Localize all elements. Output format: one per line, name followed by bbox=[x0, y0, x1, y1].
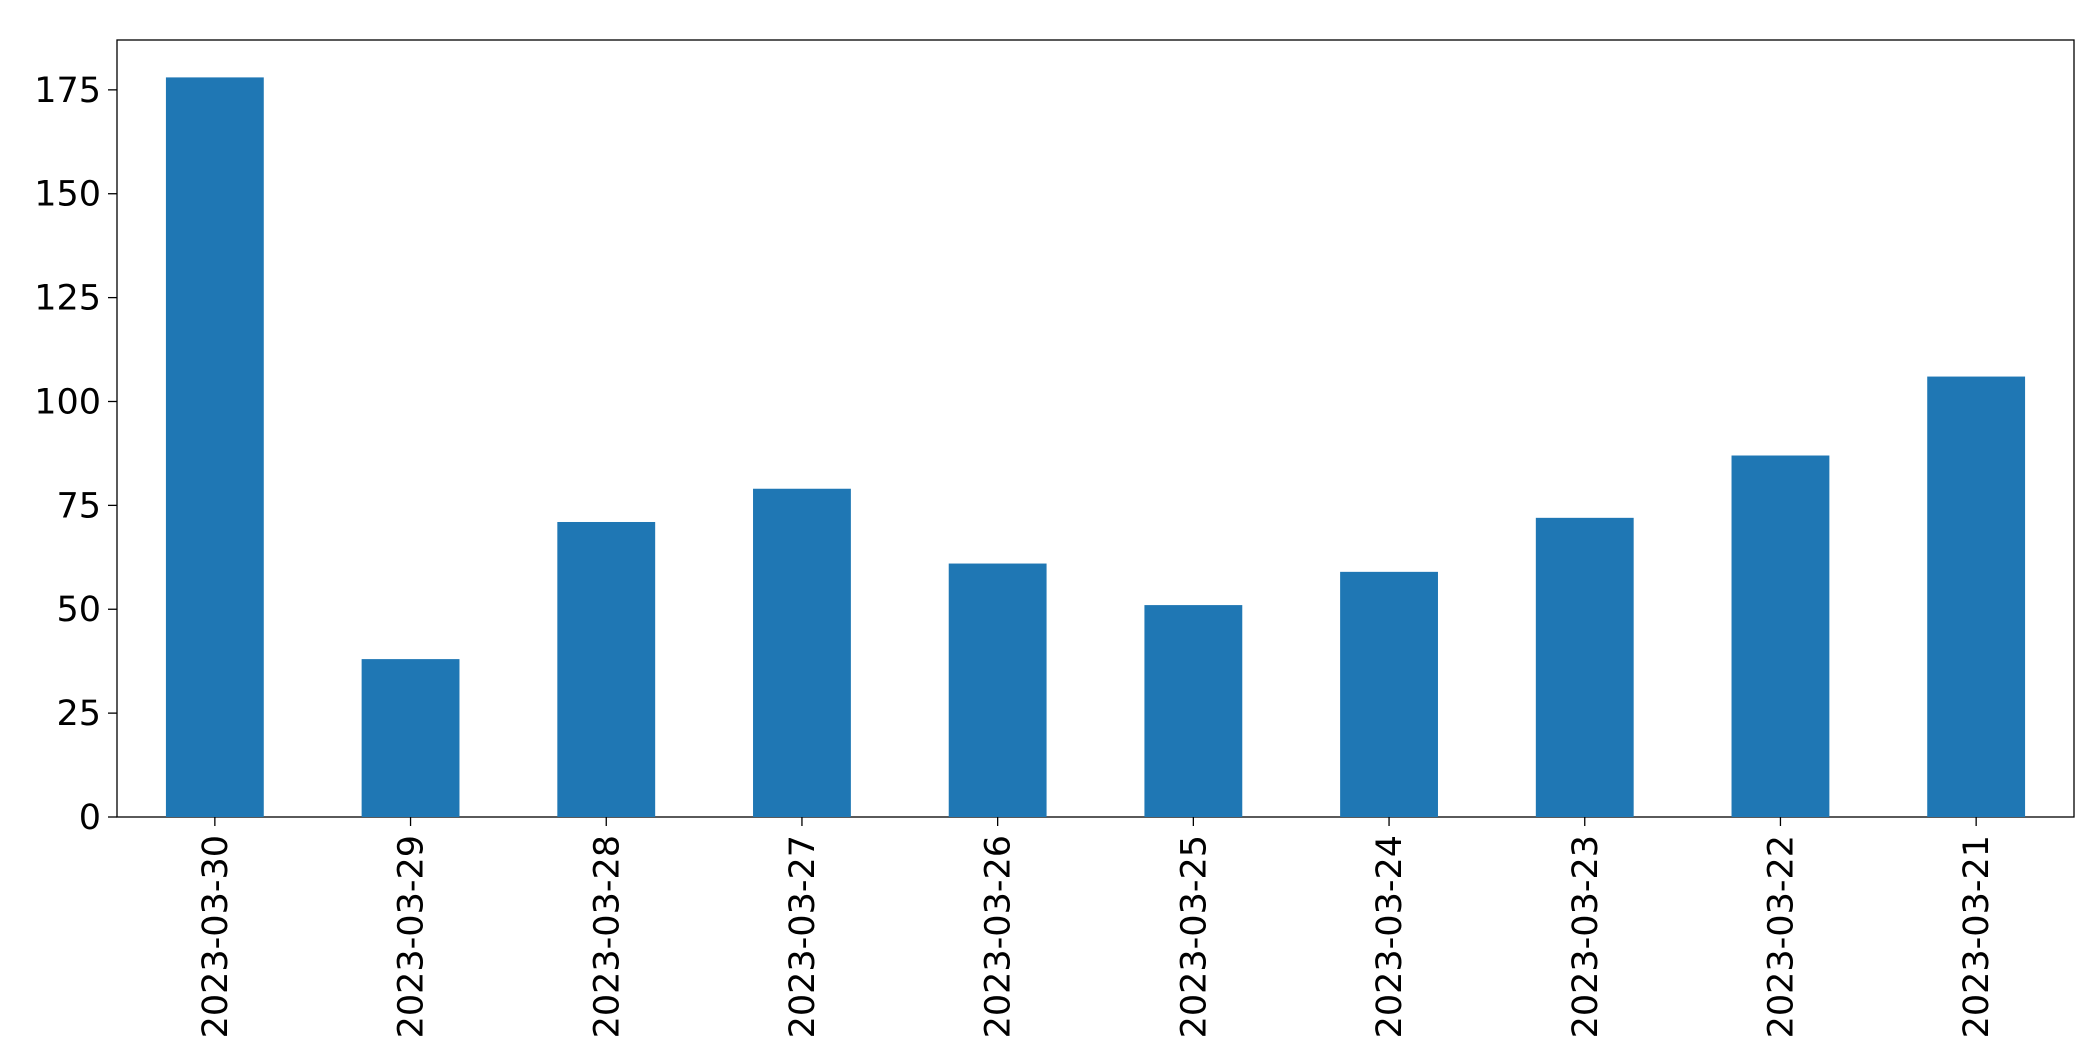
bar bbox=[165, 77, 264, 817]
x-tick-label: 2023-03-28 bbox=[587, 835, 627, 1038]
bar bbox=[1535, 517, 1634, 817]
x-tick-label: 2023-03-21 bbox=[1957, 835, 1997, 1038]
y-tick-label: 75 bbox=[56, 486, 101, 526]
bar bbox=[1731, 455, 1830, 817]
x-tick-label: 2023-03-30 bbox=[196, 835, 236, 1038]
bar bbox=[948, 563, 1047, 817]
y-tick-label: 150 bbox=[34, 175, 101, 215]
bar bbox=[1927, 376, 2026, 817]
y-tick-label: 0 bbox=[79, 798, 101, 838]
y-tick-label: 100 bbox=[34, 382, 101, 422]
x-tick-label: 2023-03-24 bbox=[1370, 835, 1410, 1038]
y-tick-label: 25 bbox=[56, 694, 101, 734]
x-tick-label: 2023-03-27 bbox=[783, 835, 823, 1038]
bar bbox=[1144, 605, 1243, 817]
bar bbox=[1340, 571, 1438, 817]
y-tick-label: 50 bbox=[56, 590, 101, 630]
bar bbox=[361, 659, 460, 817]
x-tick-label: 2023-03-23 bbox=[1566, 835, 1606, 1038]
y-tick-label: 125 bbox=[34, 279, 101, 319]
x-tick-label: 2023-03-26 bbox=[979, 835, 1019, 1038]
bar bbox=[557, 521, 656, 817]
y-tick-label: 175 bbox=[34, 71, 101, 111]
x-tick-label: 2023-03-29 bbox=[392, 835, 432, 1038]
x-tick-label: 2023-03-22 bbox=[1761, 835, 1801, 1038]
x-tick-label: 2023-03-25 bbox=[1174, 835, 1214, 1038]
plot-frame bbox=[116, 39, 2075, 818]
bar bbox=[753, 488, 851, 817]
